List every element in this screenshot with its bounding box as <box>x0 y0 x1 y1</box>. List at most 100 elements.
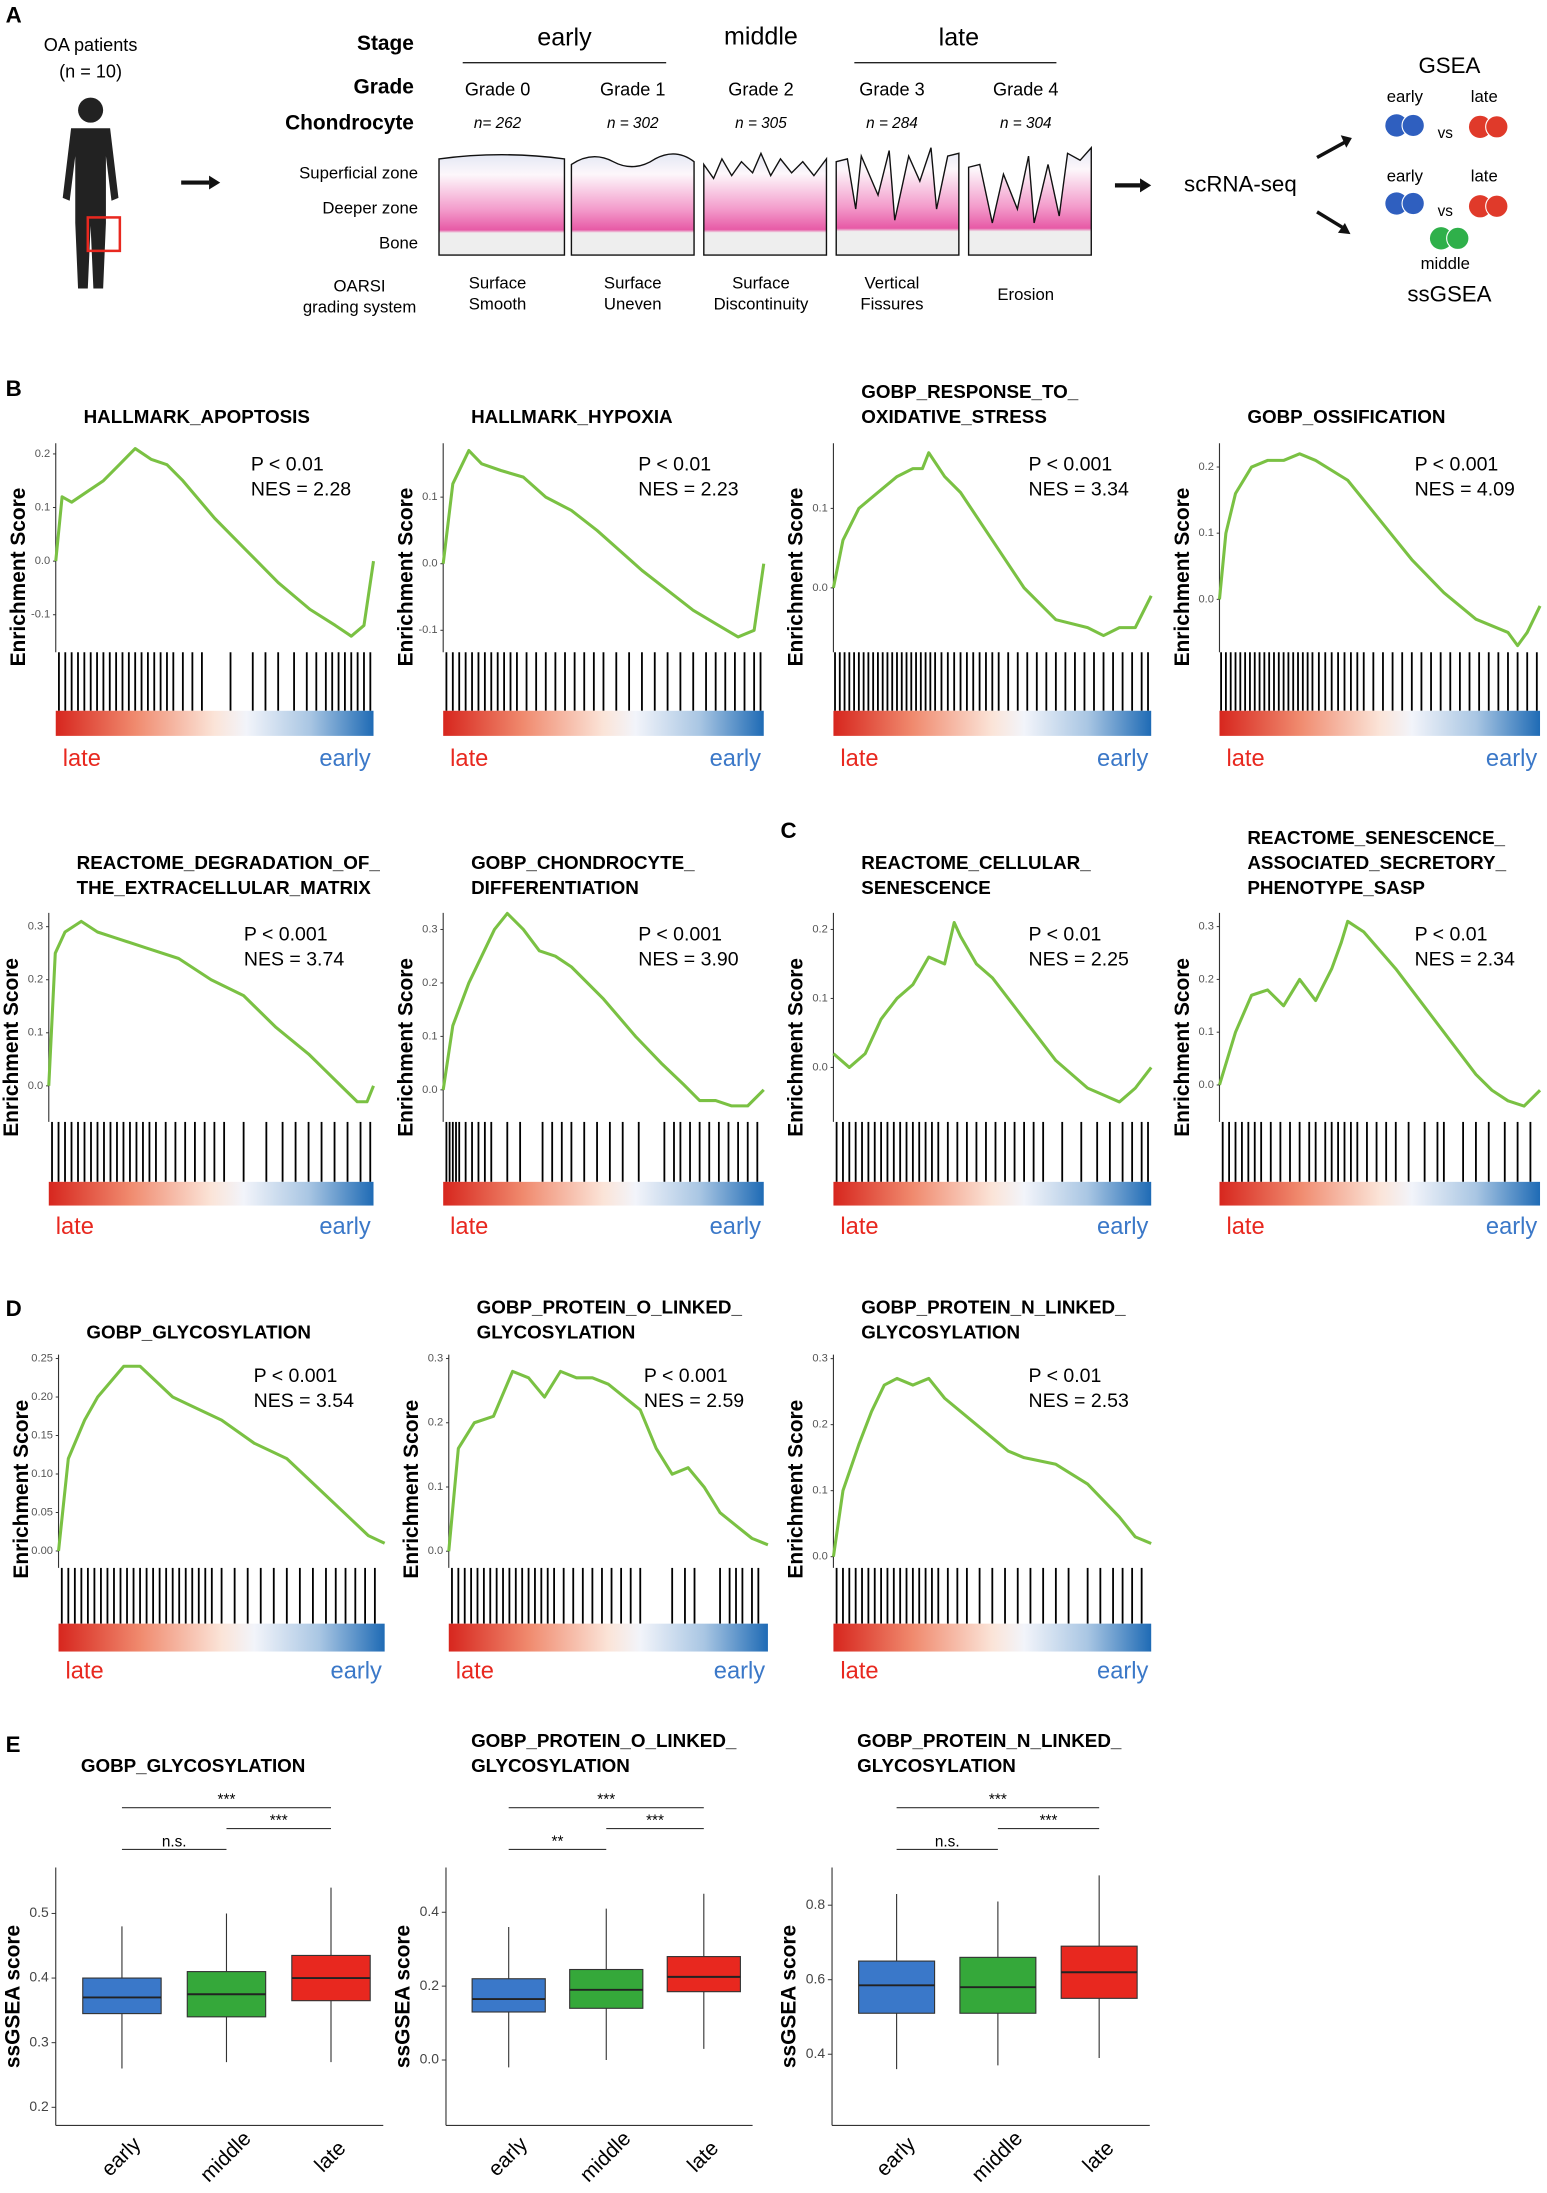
y-tick-label: 0.3 <box>29 2033 49 2049</box>
box <box>959 1956 1037 2014</box>
grade-n: n = 304 <box>1000 115 1052 132</box>
y-tick-label: -0.1 <box>418 624 437 636</box>
y-axis-label: ssGSEA score <box>392 1925 415 2068</box>
nes: NES = 3.90 <box>638 948 738 970</box>
p-value: P < 0.001 <box>644 1365 728 1387</box>
y-tick-label: 0.25 <box>31 1352 53 1364</box>
patients-n: (n = 10) <box>59 61 122 81</box>
y-tick-label: 0.0 <box>35 555 50 567</box>
y-axis-label: Enrichment Score <box>785 488 808 667</box>
y-tick-label: 0.3 <box>1198 921 1213 933</box>
grade: Grade 2 <box>728 79 793 99</box>
y-tick-label: 0.05 <box>31 1506 53 1518</box>
arrow <box>1316 140 1346 160</box>
y-tick-label: 0.0 <box>422 1084 437 1096</box>
chart-title: GLYCOSYLATION <box>861 1322 1020 1343</box>
chart-title: GOBP_OSSIFICATION <box>1247 406 1445 427</box>
p-value: P < 0.01 <box>1029 923 1102 945</box>
grade-n: n = 284 <box>866 115 918 132</box>
x-tick-label: middle <box>576 2127 636 2187</box>
chart-title: GOBP_CHONDROCYTE_ <box>471 852 695 873</box>
rank-colorbar <box>833 1181 1152 1206</box>
y-tick-label: 0.3 <box>28 921 43 933</box>
y-tick-label: 0.1 <box>812 502 827 514</box>
y-tick-label: 0.2 <box>420 1977 440 1993</box>
grade-n: n= 262 <box>474 115 522 132</box>
box <box>666 1956 741 1993</box>
cartilage-grade <box>438 154 566 256</box>
y-tick-label: -0.1 <box>31 609 50 621</box>
enrichment-line <box>447 1369 769 1552</box>
y-tick-label: 0.1 <box>28 1027 43 1039</box>
left-label: late <box>63 746 101 772</box>
x-tick-label: middle <box>967 2127 1027 2187</box>
gsea-right: late <box>1471 87 1498 106</box>
cartilage-grade <box>570 153 695 256</box>
y-tick-label: 0.3 <box>422 923 437 935</box>
grade: Grade 4 <box>993 79 1058 99</box>
y-tick-label: 0.1 <box>428 1481 443 1493</box>
panel-label: E <box>6 1732 21 1757</box>
grade-n: n = 305 <box>735 115 787 132</box>
chart-title: GOBP_PROTEIN_N_LINKED_ <box>861 1297 1126 1318</box>
row-label: Stage <box>357 32 414 55</box>
rank-colorbar <box>443 1181 764 1206</box>
right-label: early <box>331 1659 382 1685</box>
enrichment-line <box>1218 919 1542 1108</box>
human-body <box>62 128 119 289</box>
arrow-head <box>1140 178 1152 193</box>
box <box>858 1960 936 2014</box>
y-tick-label: 0.2 <box>812 1419 827 1431</box>
y-tick-label: 0.00 <box>31 1545 53 1557</box>
rank-colorbar <box>833 710 1152 736</box>
y-tick-label: 0.4 <box>420 1903 440 1919</box>
grade: Grade 1 <box>600 79 665 99</box>
left-label: late <box>840 1659 878 1685</box>
panel-label: A <box>6 3 22 28</box>
enrichment-line <box>832 921 1153 1104</box>
p-value: P < 0.01 <box>1415 923 1488 945</box>
y-axis-label: Enrichment Score <box>7 488 30 667</box>
right-label: early <box>1097 746 1148 772</box>
significance-label: *** <box>218 1792 236 1809</box>
significance-label: *** <box>1040 1813 1058 1830</box>
y-tick-label: 0.0 <box>428 1545 443 1557</box>
chart-title: DIFFERENTIATION <box>471 877 639 898</box>
y-tick-label: 0.2 <box>1198 461 1213 473</box>
right-label: early <box>319 746 370 772</box>
chart-title: GOBP_GLYCOSYLATION <box>81 1755 306 1776</box>
grade-description: Discontinuity <box>714 295 809 314</box>
y-tick-label: 0.0 <box>1198 1079 1213 1091</box>
arrow-head <box>1340 135 1352 148</box>
y-tick-label: 0.1 <box>422 491 437 503</box>
rank-colorbar <box>443 710 764 736</box>
zone: Bone <box>379 233 418 252</box>
p-value: P < 0.001 <box>638 923 722 945</box>
panel-label: D <box>6 1296 22 1321</box>
x-tick-label: late <box>310 2137 350 2177</box>
significance-label: ** <box>552 1834 564 1851</box>
p-value: P < 0.01 <box>638 454 711 476</box>
y-tick-label: 0.0 <box>28 1080 43 1092</box>
p-value: P < 0.001 <box>254 1365 338 1387</box>
y-axis-label: Enrichment Score <box>10 1400 33 1579</box>
arrow-head <box>209 175 221 190</box>
cell <box>1468 115 1492 138</box>
grade-n: n = 302 <box>607 115 659 132</box>
right-label: early <box>1097 1659 1148 1685</box>
x-tick-label: early <box>484 2132 533 2181</box>
chart-title: OXIDATIVE_STRESS <box>861 406 1047 427</box>
nes: NES = 2.53 <box>1029 1390 1129 1412</box>
stage: middle <box>724 22 798 50</box>
cartilage-grade <box>967 145 1092 256</box>
enrichment-line <box>47 919 375 1104</box>
chart-title: GOBP_PROTEIN_N_LINKED_ <box>857 1730 1122 1751</box>
chart-title: GOBP_GLYCOSYLATION <box>86 1322 311 1343</box>
left-label: late <box>840 1214 878 1240</box>
method: scRNA-seq <box>1184 171 1297 196</box>
y-tick-label: 0.8 <box>806 1896 826 1912</box>
cartilage-grade <box>703 151 828 256</box>
y-tick-label: 0.4 <box>29 1969 49 1985</box>
nes: NES = 3.54 <box>254 1390 354 1412</box>
rank-colorbar <box>448 1623 768 1652</box>
